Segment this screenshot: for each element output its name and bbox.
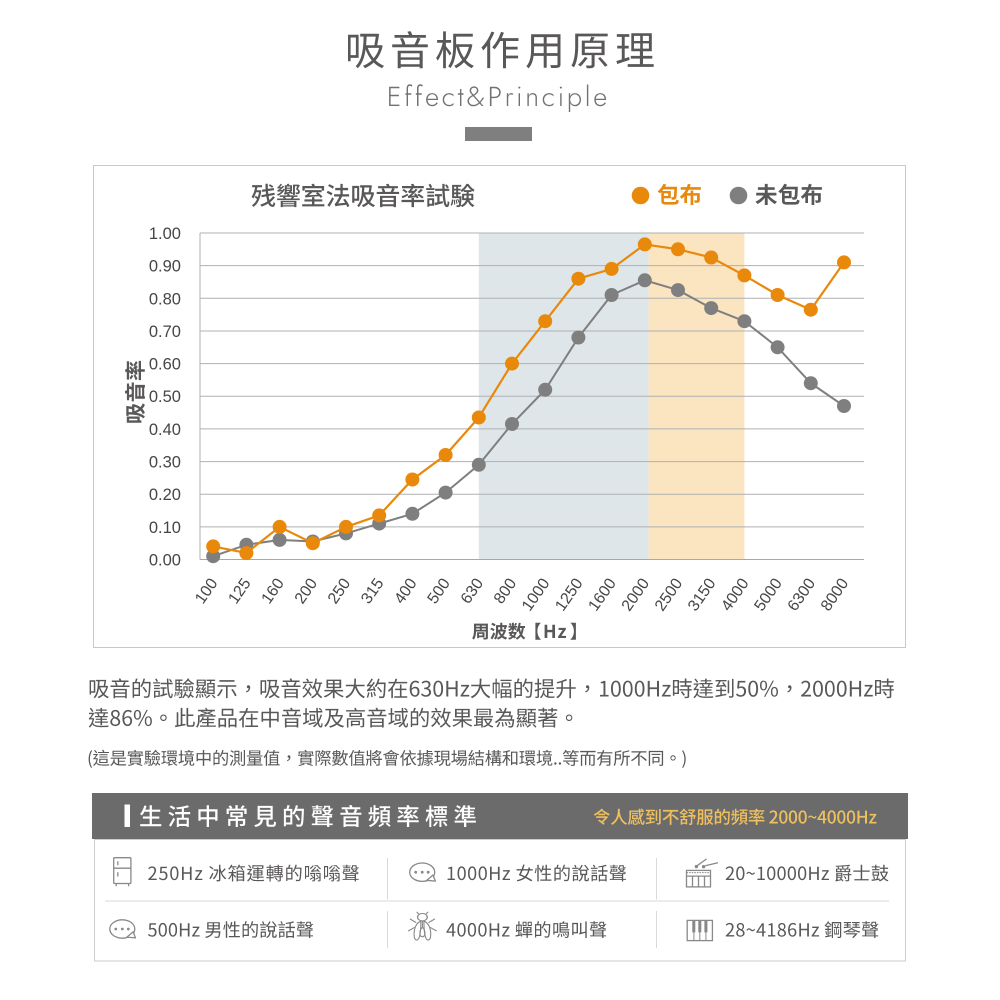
- svg-text:3150: 3150: [685, 575, 719, 614]
- svg-text:2000: 2000: [619, 575, 653, 614]
- svg-text:0.30: 0.30: [149, 454, 181, 472]
- svg-text:800: 800: [491, 575, 520, 607]
- svg-text:100: 100: [192, 575, 221, 607]
- svg-text:1250: 1250: [552, 575, 586, 614]
- svg-text:250: 250: [325, 575, 354, 607]
- svg-text:315: 315: [358, 575, 387, 607]
- svg-text:500: 500: [425, 575, 454, 607]
- svg-text:160: 160: [259, 575, 288, 607]
- svg-text:1000: 1000: [519, 575, 553, 614]
- svg-text:1600: 1600: [586, 575, 620, 614]
- svg-text:5000: 5000: [752, 575, 786, 614]
- svg-text:0.80: 0.80: [149, 290, 181, 308]
- svg-text:1.00: 1.00: [149, 225, 181, 243]
- svg-text:200: 200: [292, 575, 321, 607]
- svg-text:2500: 2500: [652, 575, 686, 614]
- svg-text:4000: 4000: [718, 575, 752, 614]
- svg-text:0.90: 0.90: [149, 258, 181, 276]
- svg-text:0.00: 0.00: [149, 552, 181, 570]
- svg-text:630: 630: [458, 575, 487, 607]
- svg-text:0.20: 0.20: [149, 486, 181, 504]
- svg-text:0.10: 0.10: [149, 519, 181, 537]
- svg-text:8000: 8000: [818, 575, 852, 614]
- svg-text:0.60: 0.60: [149, 356, 181, 374]
- svg-text:125: 125: [225, 575, 254, 607]
- svg-text:6300: 6300: [785, 575, 819, 614]
- svg-text:0.40: 0.40: [149, 421, 181, 439]
- svg-text:0.70: 0.70: [149, 323, 181, 341]
- svg-text:400: 400: [391, 575, 420, 607]
- svg-text:0.50: 0.50: [149, 388, 181, 406]
